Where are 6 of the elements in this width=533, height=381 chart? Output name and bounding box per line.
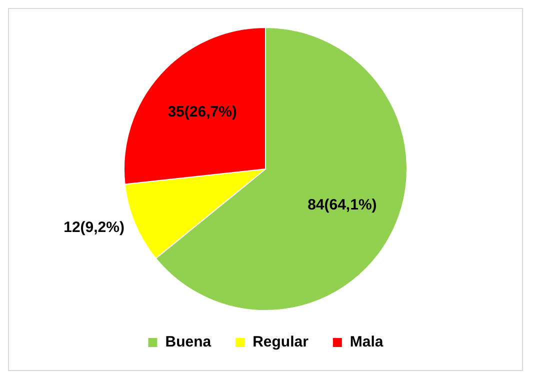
legend-label: Mala <box>350 334 384 351</box>
data-label: 35(26,7%) <box>168 103 237 120</box>
data-label: 84(64,1%) <box>308 196 377 214</box>
data-label: 12(9,2%) <box>64 219 124 236</box>
legend-label: Regular <box>252 334 309 351</box>
legend-label: Buena <box>165 334 212 351</box>
